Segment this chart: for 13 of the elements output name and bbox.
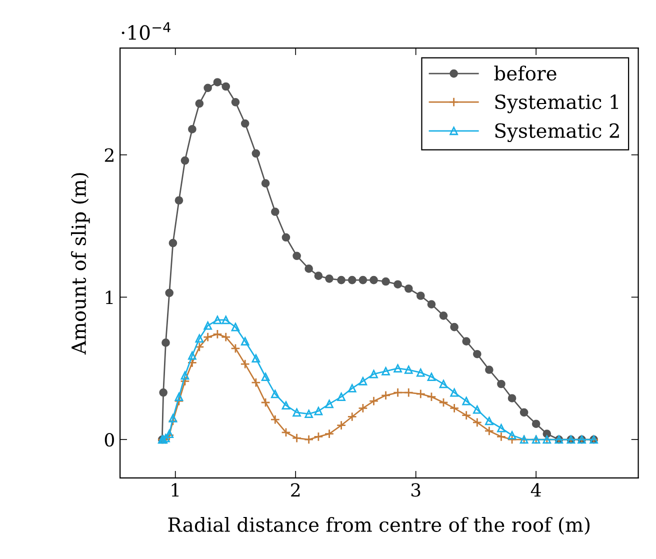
x-axis-title: Radial distance from centre of the roof (m) <box>168 516 590 535</box>
y-tick-label: 2 <box>104 148 114 162</box>
x-tick-label: 4 <box>530 483 541 497</box>
x-tick-label: 2 <box>291 483 300 497</box>
y-axis-title: Amount of slip (m) <box>70 173 90 355</box>
legend-label: before <box>494 66 556 81</box>
y-tick-label: 0 <box>104 432 114 447</box>
y-tick-label: 1 <box>106 290 113 304</box>
legend-label: Systematic 2 <box>495 123 619 142</box>
x-tick-label: 3 <box>411 483 420 497</box>
text: ·10$^{−4}$ <box>122 22 170 40</box>
legend-label: Systematic 1 <box>495 94 618 114</box>
x-tick-label: 1 <box>172 483 179 497</box>
